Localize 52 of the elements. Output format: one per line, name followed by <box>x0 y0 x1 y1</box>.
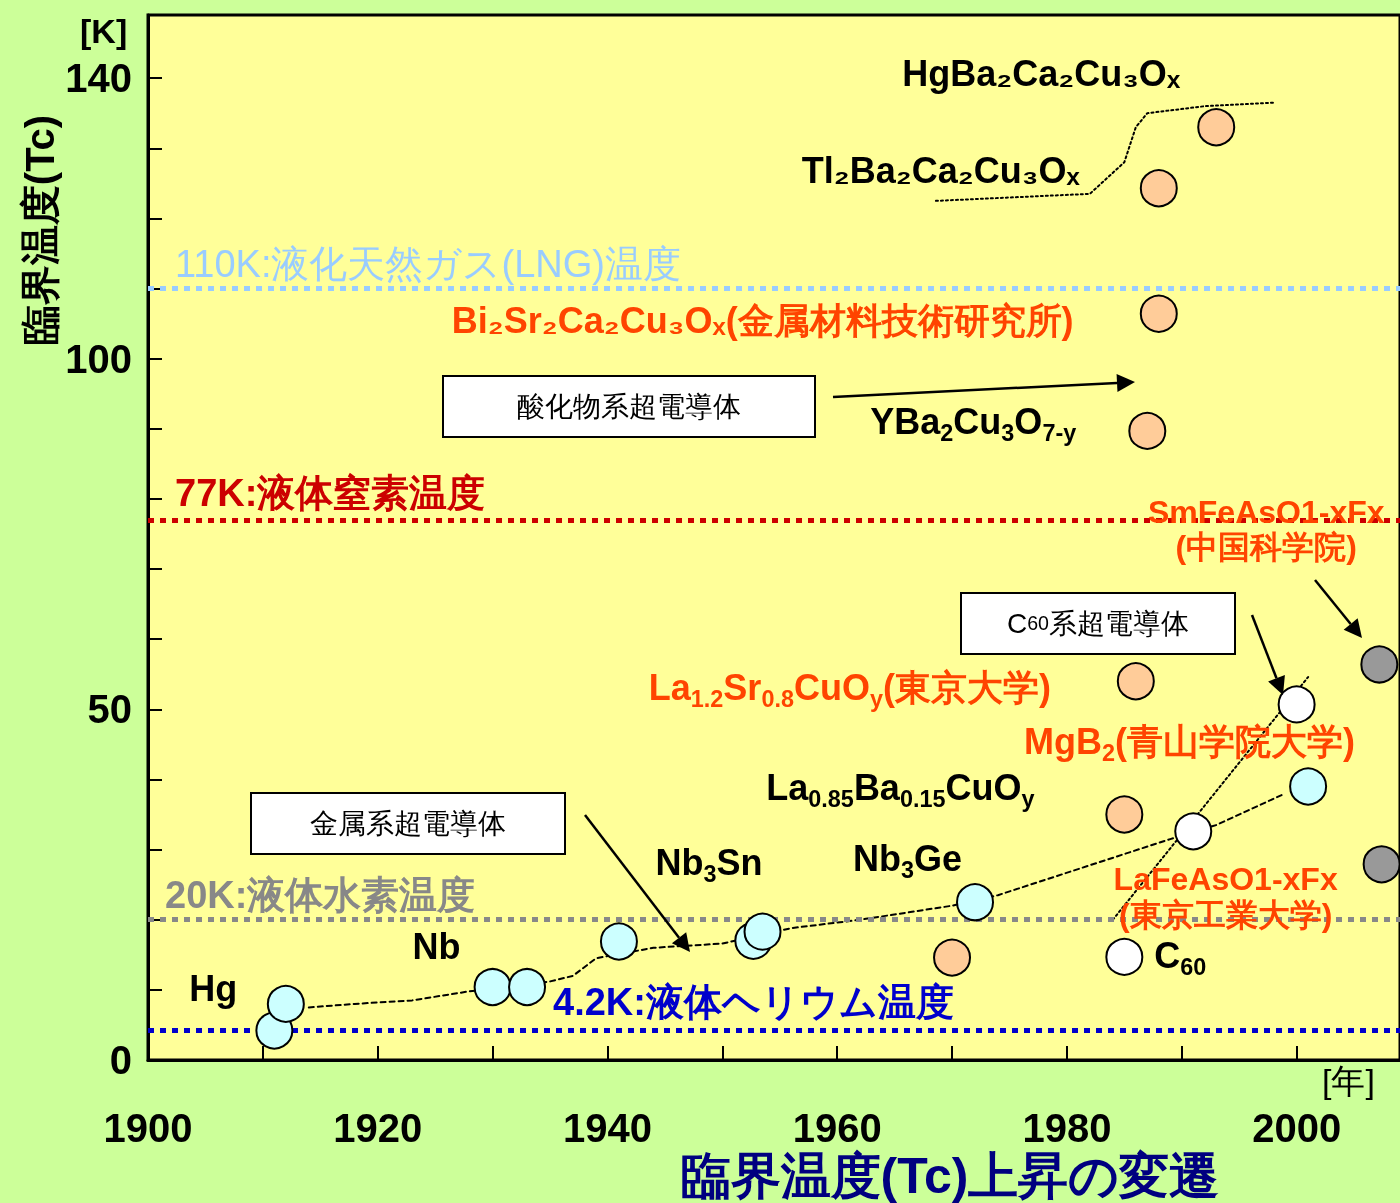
annotation: YBa$_{2}$Cu$_{3}$O$_{7-y}$ <box>870 400 1077 447</box>
point <box>1139 294 1178 333</box>
x-tick-label: 2000 <box>1252 1106 1342 1150</box>
point <box>933 938 972 977</box>
y-tick-label: 0 <box>109 1038 132 1082</box>
x-axis-title: [年] <box>1322 1062 1375 1101</box>
text: [K] <box>80 12 128 51</box>
point <box>1289 767 1328 806</box>
point <box>599 922 638 961</box>
point <box>1197 108 1236 147</box>
y-tick-label: 100 <box>65 336 132 381</box>
y-axis-title: 臨界温度(Tc) <box>18 113 62 348</box>
x-tick-label: 1940 <box>562 1106 652 1150</box>
annotation: La$_{1.2}$Sr$_{0.8}$CuO$_{y}$(東京大学) <box>648 666 1051 713</box>
annotation: MgB$_{2}$(青山学院大学) <box>1024 721 1356 767</box>
annotation: Nb <box>412 926 461 968</box>
point <box>743 912 782 951</box>
x-tick-label: 1900 <box>103 1106 193 1150</box>
point <box>1362 845 1400 884</box>
point <box>1277 685 1316 724</box>
annotation: La$_{0.85}$Ba$_{0.15}$CuO$_{y}$ <box>766 766 1035 812</box>
point <box>1174 812 1213 851</box>
y-tick-label: 50 <box>87 687 132 732</box>
x-tick-label: 1920 <box>333 1106 423 1150</box>
point <box>1139 169 1178 208</box>
ref-line-label: 77K:液体窒素温度 <box>175 472 486 515</box>
annotation: Hg <box>189 967 238 1009</box>
point <box>266 984 305 1023</box>
ref-line-label: 110K:液化天然ガス(LNG)温度 <box>175 242 681 286</box>
x-tick-label: 1980 <box>1022 1106 1112 1150</box>
ref-line-label: 20K:液体水素温度 <box>165 873 476 917</box>
annotation: SmFeAsO1-xFx (中国科学院) <box>1148 493 1385 566</box>
point <box>508 968 547 1007</box>
label-box: 金属系超電導体 <box>250 792 566 855</box>
point <box>956 883 995 922</box>
annotation: Bi₂Sr₂Ca₂Cu₃Oₓ(金属材料技術研究所) <box>451 299 1074 341</box>
label-box: 酸化物系超電導体 <box>442 375 816 438</box>
point <box>1105 937 1144 976</box>
text: 臨界温度(Tc)上昇の変遷 <box>679 1147 1221 1203</box>
point <box>1360 645 1399 684</box>
y-tick-label: 140 <box>65 56 132 101</box>
annotation: Nb$_{3}$Ge <box>853 837 963 884</box>
point <box>1105 795 1144 834</box>
point <box>1116 662 1155 701</box>
ref-line-label: 4.2K:液体ヘリウム温度 <box>553 980 954 1024</box>
annotation: C$_{60}$ <box>1154 934 1207 981</box>
annotation: Nb$_{3}$Sn <box>655 841 763 888</box>
annotation: Tl₂Ba₂Ca₂Cu₃Oₓ <box>801 150 1080 192</box>
point <box>473 968 512 1007</box>
x-tick-label: 1960 <box>792 1106 882 1150</box>
point <box>1128 411 1167 450</box>
annotation: HgBa₂Ca₂Cu₃Oₓ <box>902 53 1181 95</box>
